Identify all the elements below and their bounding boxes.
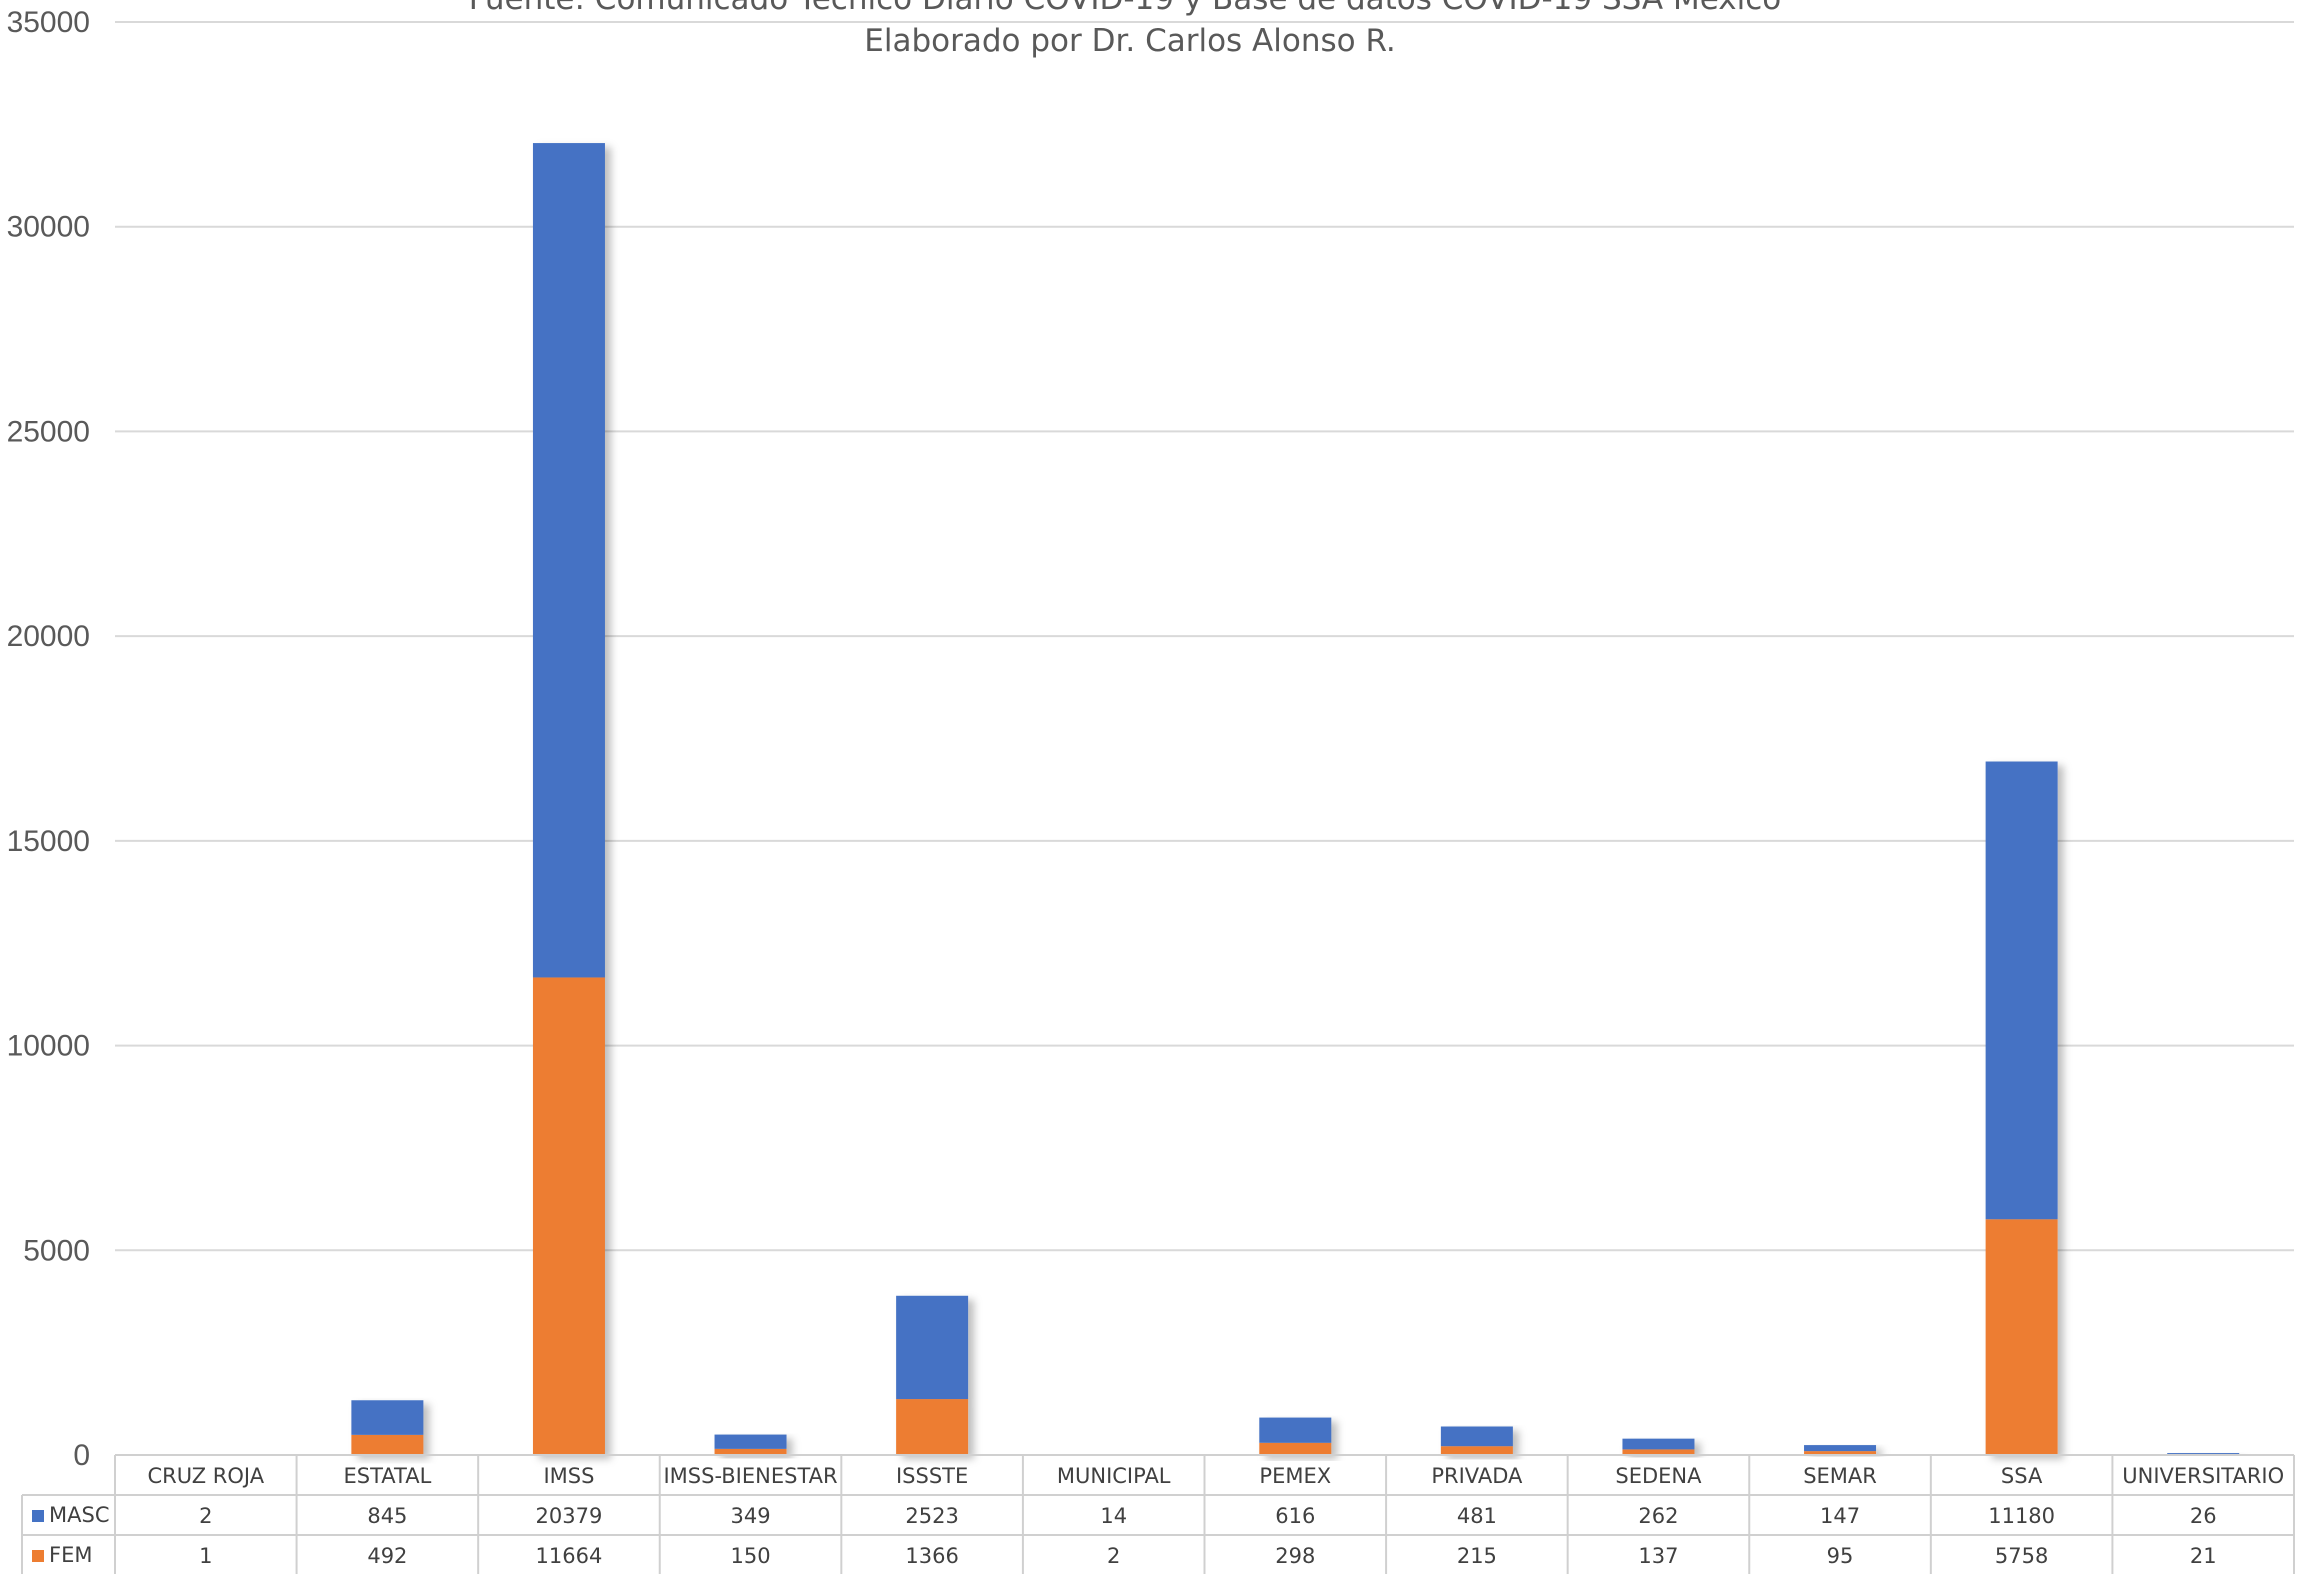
category-label: ISSSTE <box>896 1464 968 1488</box>
bar-masc <box>1804 1445 1877 1452</box>
chart-title: Fuente: Comunicado Técnico Diario COVID-… <box>469 0 1781 59</box>
bar-fem <box>1259 1442 1332 1455</box>
table-cell-value: 2 <box>199 1504 212 1528</box>
table-cell-value: 1366 <box>905 1544 958 1568</box>
category-label: PEMEX <box>1259 1464 1331 1488</box>
table-cell-value: 95 <box>1827 1544 1854 1568</box>
bar-fem <box>1985 1219 2058 1455</box>
bar-masc <box>351 1400 424 1435</box>
y-axis: 0 5000 10000 15000 20000 25000 30000 35000 <box>7 6 90 1472</box>
bar-stack <box>714 1434 787 1455</box>
table-cell-value: 215 <box>1457 1544 1497 1568</box>
bar-stack <box>1804 1445 1877 1455</box>
legend-label: FEM <box>49 1543 92 1567</box>
data-table: CRUZ ROJA ESTATAL IMSS IMSS-BIENESTAR ISSSTE… <box>21 1454 2295 1574</box>
table-cell-value: 2523 <box>905 1504 958 1528</box>
category-label: SEMAR <box>1803 1464 1877 1488</box>
bar-fem <box>532 977 605 1455</box>
table-cell-value: 11664 <box>536 1544 603 1568</box>
category-label: ESTATAL <box>343 1464 431 1488</box>
y-tick-label: 5000 <box>23 1234 90 1267</box>
y-tick-label: 10000 <box>7 1030 90 1063</box>
chart-title-line-1: Fuente: Comunicado Técnico Diario COVID-… <box>469 0 1781 17</box>
category-label: MUNICIPAL <box>1057 1464 1171 1488</box>
y-tick-label: 30000 <box>7 211 90 244</box>
gridlines <box>115 21 2294 1252</box>
bar-masc <box>2167 1453 2240 1455</box>
table-cell-value: 26 <box>2190 1504 2217 1528</box>
y-tick-label: 0 <box>73 1439 90 1472</box>
category-label: UNIVERSITARIO <box>2122 1464 2284 1488</box>
table-cell-value: 147 <box>1820 1504 1860 1528</box>
table-cell-value: 21 <box>2190 1544 2217 1568</box>
table-cell-value: 137 <box>1638 1544 1678 1568</box>
bar-masc <box>896 1295 969 1400</box>
legend-swatch <box>32 1550 44 1562</box>
table-cell-value: 5758 <box>1995 1544 2048 1568</box>
table-cell-value: 2 <box>1107 1544 1120 1568</box>
legend-label: MASC <box>49 1503 109 1527</box>
table-cell-value: 349 <box>730 1504 770 1528</box>
y-tick-label: 15000 <box>7 825 90 858</box>
bar-fem <box>896 1399 969 1455</box>
category-label: SSA <box>2001 1464 2043 1488</box>
category-label: IMSS <box>543 1464 594 1488</box>
table-cell-value: 481 <box>1457 1504 1497 1528</box>
bar-stack <box>1259 1417 1332 1455</box>
category-label: SEDENA <box>1615 1464 1702 1488</box>
chart-title-line-2: Elaborado por Dr. Carlos Alonso R. <box>864 23 1395 59</box>
bars <box>169 143 2240 1455</box>
bar-stack <box>896 1295 969 1455</box>
table-cell-value: 1 <box>199 1544 212 1568</box>
legend-swatch <box>32 1510 44 1522</box>
bar-stack <box>532 143 605 1455</box>
bar-stack <box>1440 1426 1513 1455</box>
table-cell-value: 492 <box>367 1544 407 1568</box>
bar-fem <box>714 1448 787 1455</box>
bar-fem <box>1622 1449 1695 1455</box>
y-tick-label: 25000 <box>7 415 90 448</box>
category-label: PRIVADA <box>1431 1464 1523 1488</box>
bar-masc <box>714 1434 787 1449</box>
bar-masc <box>1259 1417 1332 1443</box>
y-tick-label: 35000 <box>7 6 90 39</box>
bar-masc <box>1985 761 2058 1220</box>
category-label: CRUZ ROJA <box>147 1464 264 1488</box>
table-cell-value: 20379 <box>536 1504 603 1528</box>
bar-fem <box>1440 1446 1513 1455</box>
bar-fem <box>351 1434 424 1455</box>
table-cell-value: 11180 <box>1988 1504 2055 1528</box>
bar-fem <box>1804 1451 1877 1455</box>
bar-stack <box>1985 761 2058 1455</box>
bar-masc <box>532 143 605 978</box>
table-cell-value: 298 <box>1275 1544 1315 1568</box>
y-tick-label: 20000 <box>7 620 90 653</box>
table-cell-value: 14 <box>1100 1504 1127 1528</box>
bar-stack <box>351 1400 424 1455</box>
table-cell-value: 616 <box>1275 1504 1315 1528</box>
table-cell-value: 845 <box>367 1504 407 1528</box>
table-cell-value: 150 <box>730 1544 770 1568</box>
table-cell-value: 262 <box>1638 1504 1678 1528</box>
bar-masc <box>1622 1438 1695 1450</box>
bar-masc <box>1440 1426 1513 1447</box>
category-label: IMSS-BIENESTAR <box>663 1464 837 1488</box>
bar-stack <box>1622 1438 1695 1455</box>
